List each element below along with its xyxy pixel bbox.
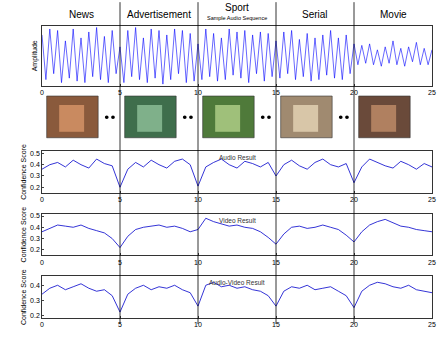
svg-text:20: 20 bbox=[350, 321, 358, 328]
svg-text:0.4: 0.4 bbox=[30, 282, 40, 289]
svg-text:0.4: 0.4 bbox=[30, 161, 40, 168]
svg-text:Confidence Score: Confidence Score bbox=[20, 269, 27, 325]
svg-text:Confidence Score: Confidence Score bbox=[20, 207, 27, 263]
svg-text:Movie: Movie bbox=[380, 9, 407, 20]
svg-text:25: 25 bbox=[428, 89, 436, 96]
svg-text:15: 15 bbox=[272, 196, 280, 203]
svg-text:Confidence Score: Confidence Score bbox=[20, 144, 27, 200]
svg-text:25: 25 bbox=[428, 259, 436, 266]
svg-text:20: 20 bbox=[350, 196, 358, 203]
svg-text:0.3: 0.3 bbox=[30, 172, 40, 179]
svg-text:0: 0 bbox=[40, 321, 44, 328]
svg-text:Advertisement: Advertisement bbox=[127, 9, 191, 20]
svg-text:10: 10 bbox=[194, 321, 202, 328]
svg-text:0: 0 bbox=[40, 89, 44, 96]
svg-text:0.3: 0.3 bbox=[30, 297, 40, 304]
svg-text:0.2: 0.2 bbox=[30, 246, 40, 253]
svg-text:Serial: Serial bbox=[302, 9, 328, 20]
svg-text:0.5: 0.5 bbox=[30, 212, 40, 219]
svg-text:10: 10 bbox=[194, 196, 202, 203]
svg-text:News: News bbox=[69, 9, 94, 20]
svg-text:5: 5 bbox=[118, 196, 122, 203]
svg-text:5: 5 bbox=[118, 259, 122, 266]
svg-text:Sport: Sport bbox=[225, 2, 249, 13]
svg-text:Audio Result: Audio Result bbox=[219, 154, 256, 161]
svg-text:Amplitude: Amplitude bbox=[31, 40, 39, 71]
svg-text:25: 25 bbox=[428, 321, 436, 328]
svg-text:0.4: 0.4 bbox=[30, 224, 40, 231]
svg-text:0: 0 bbox=[40, 259, 44, 266]
svg-text:0: 0 bbox=[40, 196, 44, 203]
svg-text:15: 15 bbox=[272, 259, 280, 266]
svg-text:0.3: 0.3 bbox=[30, 235, 40, 242]
svg-text:10: 10 bbox=[194, 89, 202, 96]
svg-text:0.2: 0.2 bbox=[30, 184, 40, 191]
svg-text:0.2: 0.2 bbox=[30, 312, 40, 319]
svg-text:15: 15 bbox=[272, 321, 280, 328]
svg-text:15: 15 bbox=[272, 89, 280, 96]
svg-text:0.5: 0.5 bbox=[30, 150, 40, 157]
svg-text:5: 5 bbox=[118, 321, 122, 328]
svg-text:20: 20 bbox=[350, 259, 358, 266]
svg-text:Sample Audio Sequence: Sample Audio Sequence bbox=[207, 15, 267, 21]
svg-text:10: 10 bbox=[194, 259, 202, 266]
svg-text:20: 20 bbox=[350, 89, 358, 96]
svg-text:Audio-Video Result: Audio-Video Result bbox=[209, 279, 265, 286]
svg-text:25: 25 bbox=[428, 196, 436, 203]
svg-text:5: 5 bbox=[118, 89, 122, 96]
svg-text:Video Result: Video Result bbox=[219, 217, 256, 224]
